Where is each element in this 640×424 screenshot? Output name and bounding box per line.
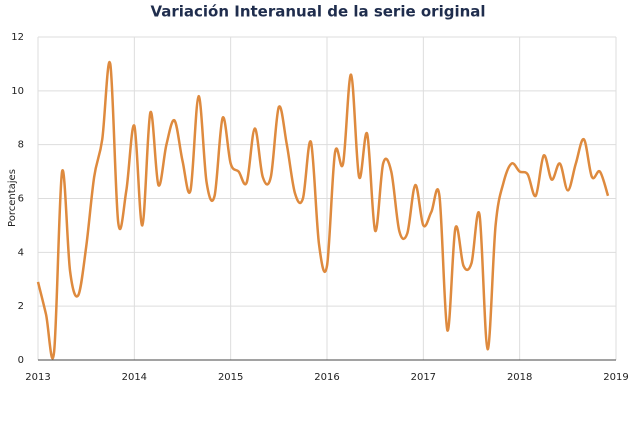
x-tick-label: 2018 — [507, 372, 532, 383]
y-tick-label: 12 — [11, 32, 24, 43]
x-tick-label: 2014 — [122, 372, 147, 383]
y-axis-label: Porcentajes — [7, 169, 18, 227]
y-tick-label: 6 — [18, 194, 24, 205]
x-tick-label: 2016 — [314, 372, 339, 383]
y-tick-label: 10 — [11, 86, 24, 97]
x-tick-label: 2019 — [603, 372, 628, 383]
x-tick-label: 2015 — [218, 372, 243, 383]
chart-title: Variación Interanual de la serie origina… — [150, 3, 485, 21]
x-tick-label: 2013 — [25, 372, 50, 383]
x-tick-label: 2017 — [411, 372, 436, 383]
y-tick-label: 8 — [18, 140, 24, 151]
y-tick-label: 0 — [18, 355, 24, 366]
y-tick-label: 2 — [18, 301, 24, 312]
y-tick-label: 4 — [18, 247, 24, 258]
data-line — [36, 60, 610, 360]
